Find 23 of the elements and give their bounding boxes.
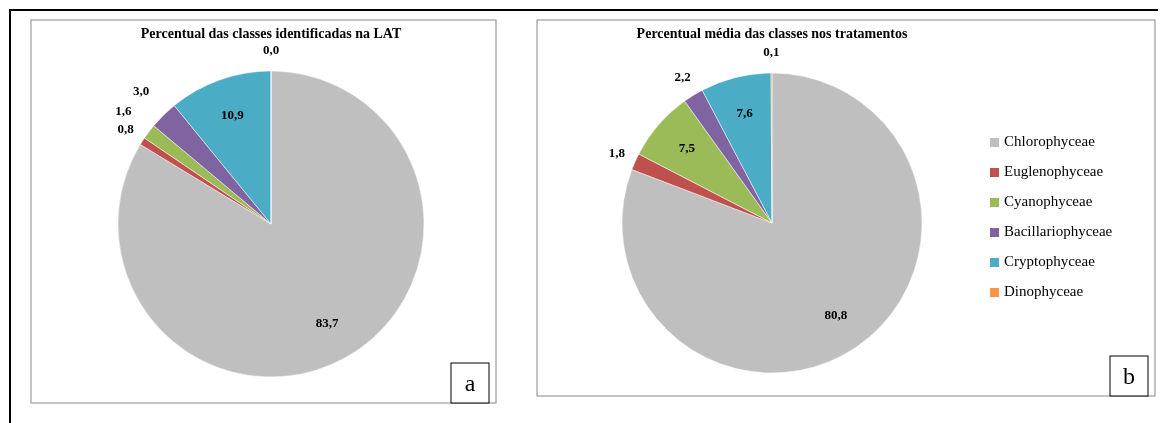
text: a [464,370,476,396]
legend-label: Cryptophyceae [1004,253,1096,270]
legend-label: Dinophyceae [1004,283,1084,300]
legend-label: Bacillariophyceae [1004,223,1113,240]
data-label: 1,8 [608,144,626,160]
legend-label: Cyanophyceae [1004,193,1093,210]
chart-title: Percentual média das classes nos tratamentos [636,26,908,41]
pie-slice [117,70,425,377]
data-label: 1,6 [115,103,133,119]
legend-label: Euglenophyceae [1004,163,1104,180]
data-label: 7,6 [736,104,754,120]
chart-title: Percentual das classes identificadas na LAT [140,26,402,41]
data-label: 0,1 [763,43,780,59]
data-label: 3,0 [132,83,150,99]
data-label: 2,2 [674,69,691,85]
data-label: 83,7 [315,315,340,331]
text: b [1123,363,1135,389]
legend-label: Chlorophyceae [1004,133,1096,150]
data-label: 7,5 [678,140,696,156]
data-label: 80,8 [824,306,848,322]
data-label: 10,9 [221,106,245,122]
data-label: 0,8 [117,121,135,137]
text: 0,0 [262,41,280,57]
